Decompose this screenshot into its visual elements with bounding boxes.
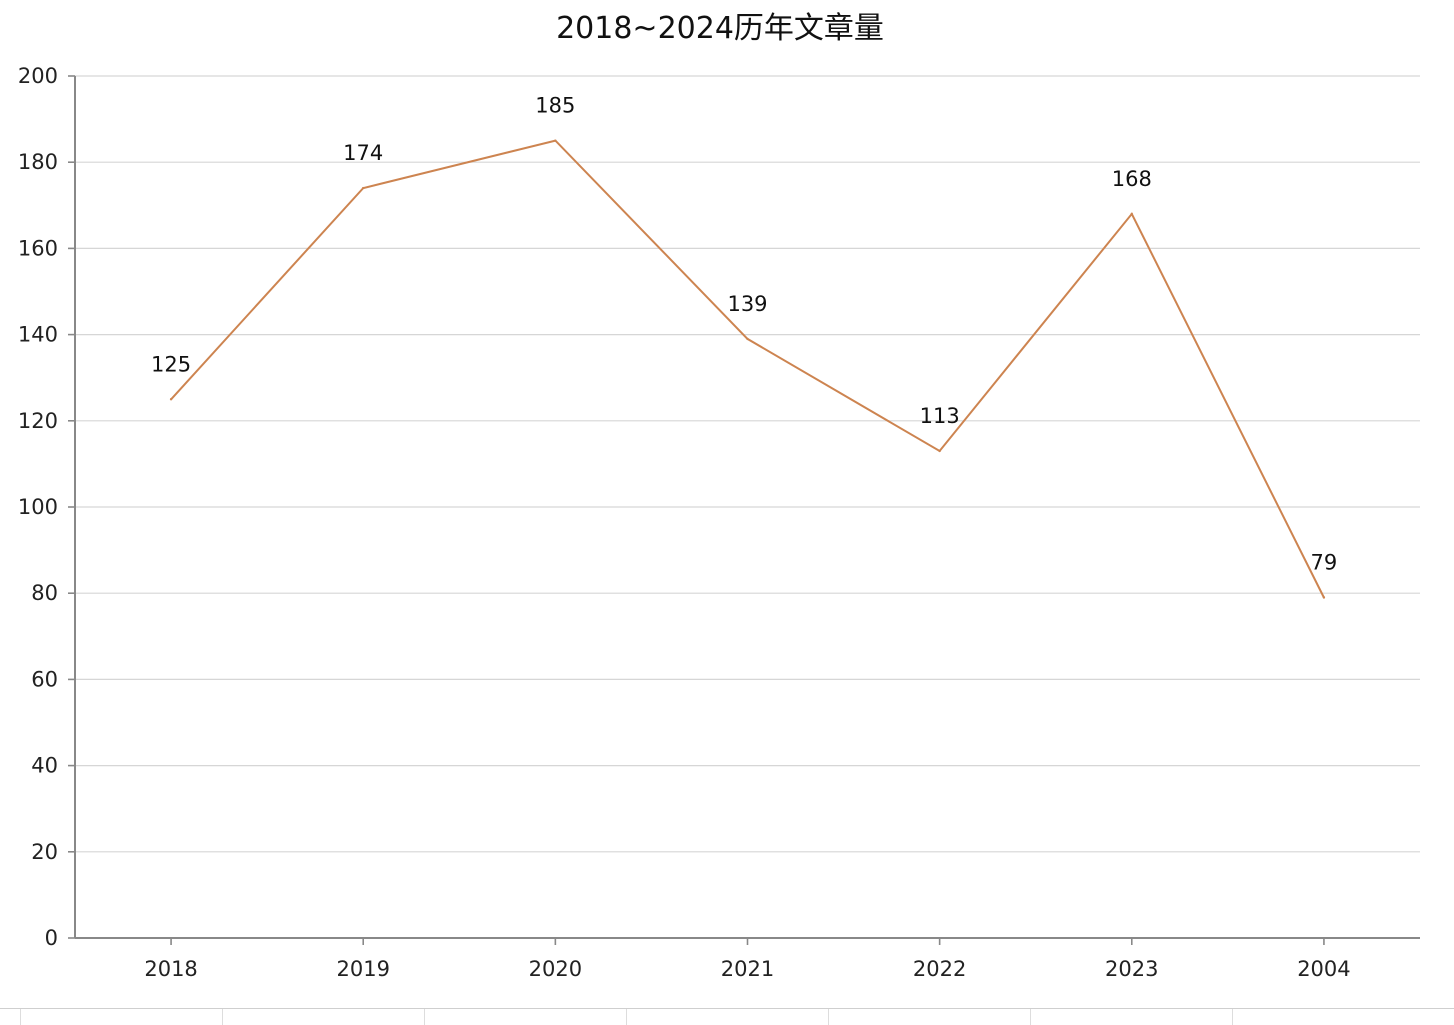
bottom-scroll-strip	[0, 1008, 1454, 1025]
data-point	[938, 449, 941, 453]
x-tick-label: 2021	[721, 957, 774, 981]
y-tick-label: 60	[31, 667, 58, 691]
grid-lines	[75, 75, 1420, 853]
y-tick-label: 160	[18, 236, 58, 260]
x-tick-label: 2019	[336, 957, 389, 981]
bottom-strip-divider	[20, 1009, 21, 1025]
bottom-strip-divider	[424, 1009, 425, 1025]
x-tick-label: 2023	[1105, 957, 1158, 981]
y-tick-label: 120	[18, 409, 58, 433]
y-tick-label: 0	[45, 926, 58, 950]
bottom-strip-divider	[222, 1009, 223, 1025]
data-point	[362, 186, 365, 190]
data-label: 139	[727, 292, 767, 316]
data-label: 174	[343, 141, 383, 165]
series	[169, 139, 1326, 599]
x-tick-label: 2004	[1297, 957, 1350, 981]
x-tick-label: 2018	[144, 957, 197, 981]
data-label: 168	[1112, 167, 1152, 191]
y-tick-label: 20	[31, 840, 58, 864]
bottom-strip-divider	[1232, 1009, 1233, 1025]
y-tick-label: 180	[18, 150, 58, 174]
bottom-strip-divider	[828, 1009, 829, 1025]
bottom-strip-divider	[626, 1009, 627, 1025]
data-point	[169, 398, 173, 401]
x-tick-label: 2020	[529, 957, 582, 981]
data-point	[1130, 212, 1133, 216]
data-point	[1322, 596, 1326, 599]
data-label: 185	[535, 94, 575, 118]
data-label: 79	[1311, 551, 1338, 575]
data-point	[554, 139, 557, 142]
y-tick-label: 100	[18, 495, 58, 519]
bottom-strip-divider	[1030, 1009, 1031, 1025]
y-tick-label: 40	[31, 754, 58, 778]
x-axis-ticks: 2018 2019 2020 2021 2022 2023 2004	[144, 938, 1351, 981]
data-point	[746, 337, 749, 341]
y-axis-ticks: 0 20 40 60 80 100 120 140 160 180 200	[18, 64, 75, 950]
y-tick-label: 80	[31, 581, 58, 605]
y-tick-label: 200	[18, 64, 58, 88]
data-label: 113	[920, 404, 960, 428]
y-tick-label: 140	[18, 323, 58, 347]
data-label: 125	[151, 352, 191, 376]
data-labels: 125 174 185 139 113 168 79	[151, 94, 1337, 575]
series-line	[170, 139, 1325, 598]
x-tick-label: 2022	[913, 957, 966, 981]
chart-title: 2018~2024历年文章量	[556, 11, 884, 46]
